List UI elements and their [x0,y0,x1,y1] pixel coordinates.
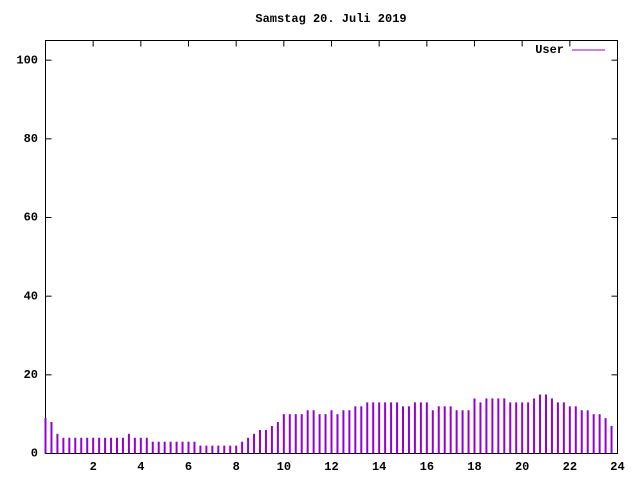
y-tick-label: 40 [24,289,38,303]
chart-title: Samstag 20. Juli 2019 [255,12,406,26]
x-tick-label: 20 [515,460,529,474]
y-tick-label: 0 [31,447,38,461]
x-tick-label: 6 [185,460,192,474]
x-tick-label: 8 [233,460,240,474]
x-tick-label: 10 [277,460,291,474]
x-tick-label: 12 [324,460,338,474]
x-tick-label: 16 [420,460,434,474]
x-tick-label: 4 [137,460,144,474]
y-tick-label: 20 [24,368,38,382]
y-tick-label: 60 [24,211,38,225]
y-tick-label: 80 [24,132,38,146]
x-tick-label: 2 [90,460,97,474]
x-tick-label: 18 [467,460,481,474]
legend-label: User [535,43,564,57]
x-tick-label: 22 [563,460,577,474]
x-tick-label: 14 [372,460,386,474]
x-tick-label: 24 [610,460,624,474]
y-tick-label: 100 [16,53,38,67]
